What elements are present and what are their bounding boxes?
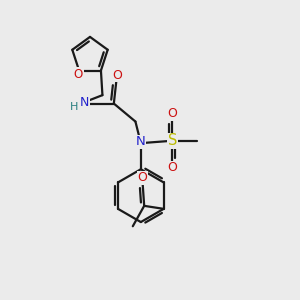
Text: S: S <box>168 133 177 148</box>
Text: O: O <box>137 171 147 184</box>
Text: N: N <box>80 95 89 109</box>
Text: N: N <box>136 135 146 148</box>
Text: H: H <box>70 102 78 112</box>
Text: O: O <box>112 69 122 82</box>
Text: O: O <box>167 107 177 120</box>
Text: O: O <box>167 161 177 174</box>
Text: O: O <box>74 68 83 81</box>
